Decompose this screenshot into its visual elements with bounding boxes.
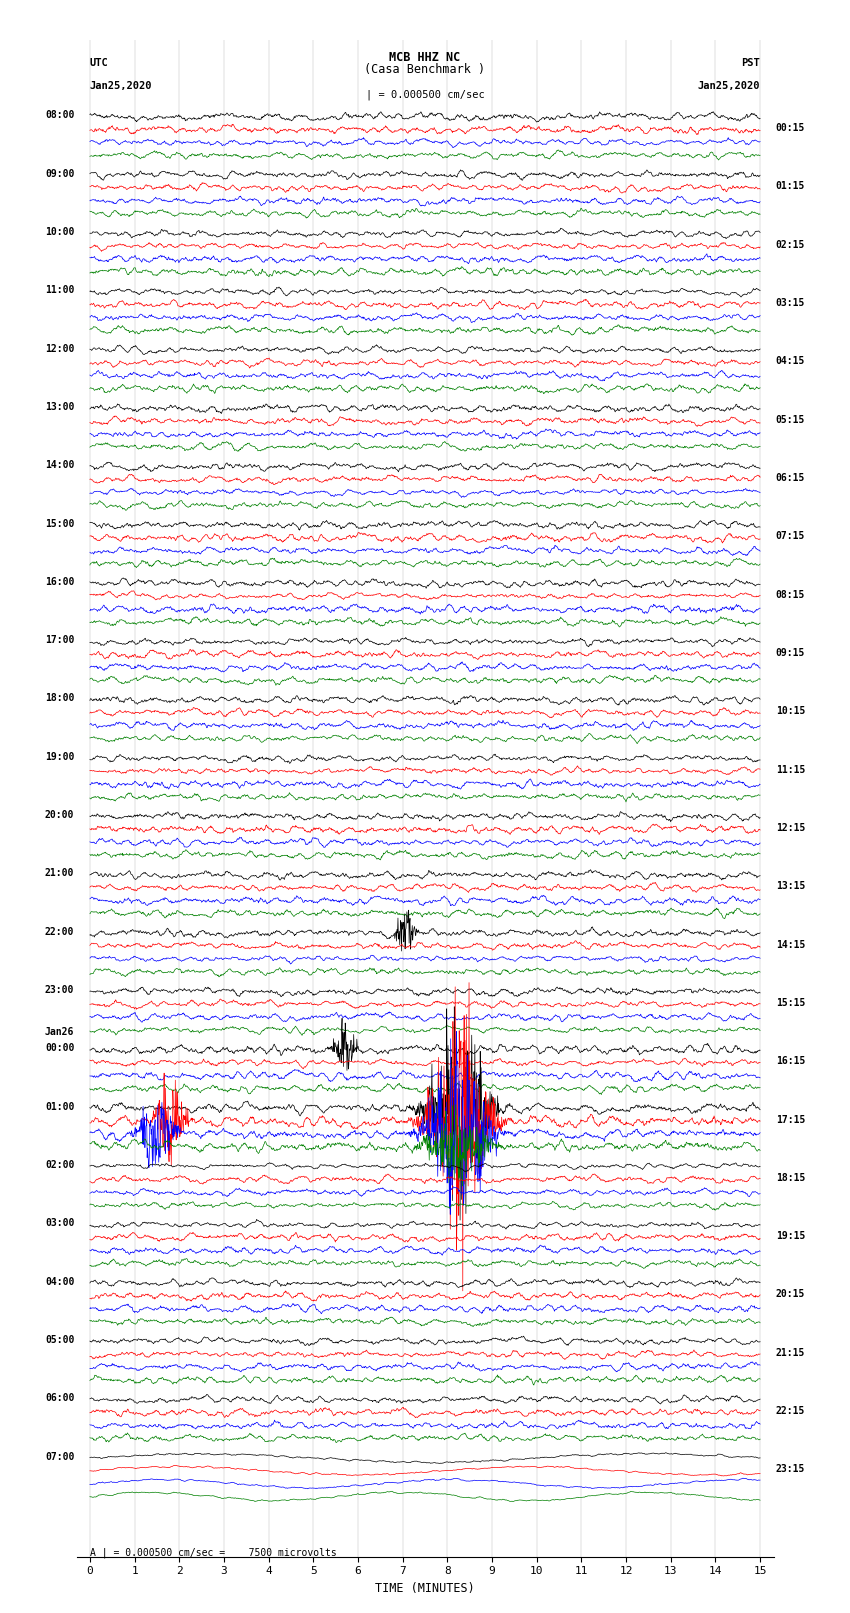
Text: 23:15: 23:15	[776, 1465, 805, 1474]
Text: 23:00: 23:00	[45, 986, 74, 995]
Text: 03:00: 03:00	[45, 1218, 74, 1229]
Text: 21:15: 21:15	[776, 1348, 805, 1358]
Text: 18:15: 18:15	[776, 1173, 805, 1182]
Text: 14:00: 14:00	[45, 460, 74, 471]
Text: 16:15: 16:15	[776, 1057, 805, 1066]
Text: 02:15: 02:15	[776, 240, 805, 250]
Text: 14:15: 14:15	[776, 939, 805, 950]
Text: 04:15: 04:15	[776, 356, 805, 366]
Text: 22:15: 22:15	[776, 1407, 805, 1416]
Text: 00:15: 00:15	[776, 123, 805, 134]
Text: 01:15: 01:15	[776, 181, 805, 192]
Text: 08:15: 08:15	[776, 590, 805, 600]
Text: A | = 0.000500 cm/sec =    7500 microvolts: A | = 0.000500 cm/sec = 7500 microvolts	[90, 1548, 337, 1558]
X-axis label: TIME (MINUTES): TIME (MINUTES)	[375, 1582, 475, 1595]
Text: 05:00: 05:00	[45, 1336, 74, 1345]
Text: 01:00: 01:00	[45, 1102, 74, 1111]
Text: 10:00: 10:00	[45, 227, 74, 237]
Text: 15:00: 15:00	[45, 518, 74, 529]
Text: 04:00: 04:00	[45, 1276, 74, 1287]
Text: MCB HHZ NC: MCB HHZ NC	[389, 50, 461, 63]
Text: 02:00: 02:00	[45, 1160, 74, 1169]
Text: 08:00: 08:00	[45, 110, 74, 121]
Text: Jan26: Jan26	[45, 1027, 74, 1037]
Text: 10:15: 10:15	[776, 706, 805, 716]
Text: (Casa Benchmark ): (Casa Benchmark )	[365, 63, 485, 76]
Text: 17:15: 17:15	[776, 1115, 805, 1124]
Text: Jan25,2020: Jan25,2020	[90, 81, 152, 92]
Text: | = 0.000500 cm/sec: | = 0.000500 cm/sec	[366, 90, 484, 100]
Text: 06:15: 06:15	[776, 473, 805, 482]
Text: 20:15: 20:15	[776, 1289, 805, 1300]
Text: UTC: UTC	[90, 58, 109, 68]
Text: 19:00: 19:00	[45, 752, 74, 761]
Text: 20:00: 20:00	[45, 810, 74, 819]
Text: 16:00: 16:00	[45, 577, 74, 587]
Text: 03:15: 03:15	[776, 298, 805, 308]
Text: 06:00: 06:00	[45, 1394, 74, 1403]
Text: 17:00: 17:00	[45, 636, 74, 645]
Text: 13:15: 13:15	[776, 881, 805, 892]
Text: 11:00: 11:00	[45, 286, 74, 295]
Text: 12:15: 12:15	[776, 823, 805, 832]
Text: 19:15: 19:15	[776, 1231, 805, 1240]
Text: 12:00: 12:00	[45, 344, 74, 353]
Text: 11:15: 11:15	[776, 765, 805, 774]
Text: 09:00: 09:00	[45, 169, 74, 179]
Text: PST: PST	[741, 58, 760, 68]
Text: 07:00: 07:00	[45, 1452, 74, 1461]
Text: 09:15: 09:15	[776, 648, 805, 658]
Text: 21:00: 21:00	[45, 868, 74, 879]
Text: Jan25,2020: Jan25,2020	[698, 81, 760, 92]
Text: 07:15: 07:15	[776, 531, 805, 542]
Text: 05:15: 05:15	[776, 415, 805, 424]
Text: 22:00: 22:00	[45, 927, 74, 937]
Text: 13:00: 13:00	[45, 402, 74, 411]
Text: 15:15: 15:15	[776, 998, 805, 1008]
Text: 00:00: 00:00	[45, 1044, 74, 1053]
Text: 18:00: 18:00	[45, 694, 74, 703]
